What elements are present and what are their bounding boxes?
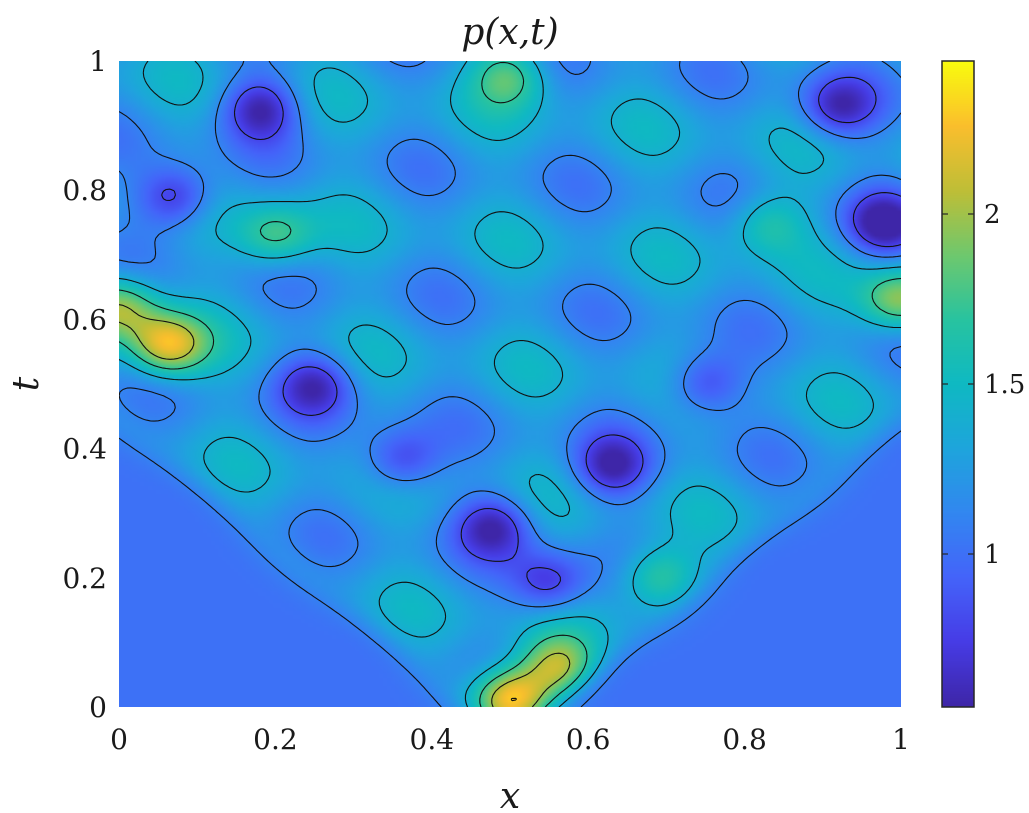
x-tick-label: 0.6 — [566, 723, 611, 756]
x-tick-label: 0.4 — [410, 723, 455, 756]
contour-line — [510, 697, 517, 702]
y-tick-label: 0.6 — [62, 303, 107, 336]
x-tick-label: 0.8 — [722, 723, 767, 756]
y-tick-label: 0.8 — [62, 174, 107, 207]
colorbar: 11.52 — [941, 60, 1025, 708]
x-axis: 0 0.2 0.4 0.6 0.8 1 — [110, 723, 910, 756]
x-tick-label: 0.2 — [253, 723, 298, 756]
x-tick-label: 1 — [892, 723, 910, 756]
heatmap-surface — [119, 61, 901, 707]
y-axis-label: t — [6, 376, 47, 391]
contour-lines — [119, 61, 901, 707]
y-tick-label: 0.2 — [62, 562, 107, 595]
x-axis-label: x — [500, 776, 520, 813]
contour-line — [119, 61, 901, 707]
y-tick-label: 1 — [89, 45, 107, 78]
colorbar-tick-label: 1.5 — [984, 370, 1025, 400]
contour-line — [119, 61, 901, 707]
y-tick-label: 0 — [89, 691, 107, 724]
y-tick-label: 0.4 — [62, 433, 107, 466]
contour-line — [119, 304, 571, 707]
x-tick-label: 0 — [110, 723, 128, 756]
plot-area — [119, 61, 901, 707]
chart-title: p(x,t) — [461, 12, 558, 53]
colorbar-ticks: 11.52 — [942, 200, 1025, 570]
colorbar-tick-label: 1 — [984, 540, 1001, 570]
contour-line — [119, 61, 901, 707]
contour-line — [161, 76, 901, 591]
y-axis: 0 0.2 0.4 0.6 0.8 1 — [62, 45, 107, 724]
colorbar-tick-label: 2 — [984, 200, 1001, 230]
